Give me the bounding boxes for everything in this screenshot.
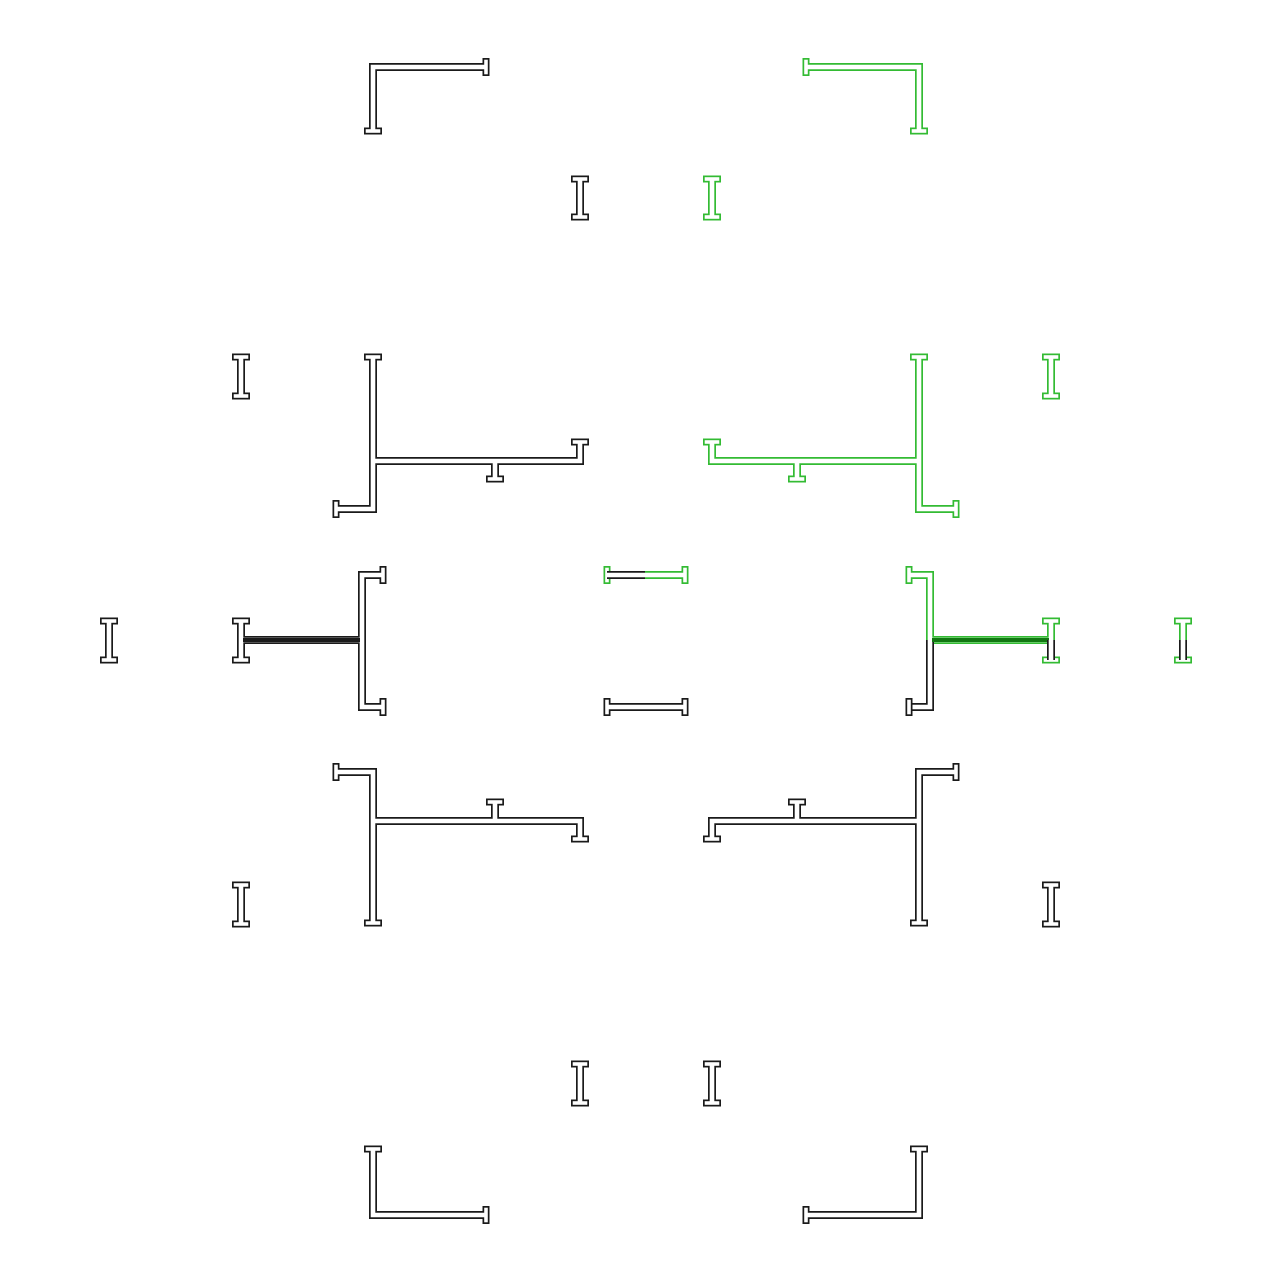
bracket-mid-right [905,566,1060,716]
corner-top-left-wall-0 [369,63,486,131]
tee-lower-left [332,763,589,927]
tee-lower-right [703,763,960,927]
tee-upper-right-wall-core-1 [709,442,919,464]
ibeam-bottom-left [571,1060,589,1107]
corner-bottom-right-wall-core-0 [806,1149,922,1218]
link-mid-top [603,566,689,584]
tee-upper-right-wall-core-0 [916,357,956,512]
corner-bottom-right [802,1145,928,1224]
ibeam-mid-edge-left [100,617,118,664]
bracket-mid-right-dark-leg [909,640,934,711]
tee-lower-right-wall-1 [708,817,919,839]
pieces-layer [100,58,1192,1224]
tee-upper-left-wall-0 [336,357,377,513]
tee-lower-left-wall-0 [336,768,377,923]
ibeam-top-left [571,175,589,221]
tee-upper-left-wall-core-0 [336,357,376,512]
tee-lower-left-wall-core-0 [336,769,376,923]
tee-lower-right-wall-core-1 [709,818,919,839]
corner-top-right-wall-core-0 [806,64,922,131]
corner-top-right-wall-0 [806,63,923,131]
ibeam-lower-far-left [232,881,250,928]
tee-upper-left-wall-core-1 [373,442,583,464]
ibeam-mid-edge-right [1174,617,1192,664]
tee-upper-left-wall-1 [373,442,584,465]
bracket-mid-left [232,566,387,716]
corner-bottom-left-wall-0 [369,1149,486,1219]
ibeam-bottom-right [703,1060,721,1107]
corner-top-left-wall-core-0 [370,64,486,131]
ibeam-upper-far-left [232,353,250,400]
link-mid-bottom [603,698,689,716]
ibeam-upper-far-right [1042,353,1060,400]
tee-lower-right-wall-core-0 [916,769,956,923]
ibeam-lower-far-right [1042,881,1060,928]
corner-bottom-right-wall-0 [806,1149,923,1219]
tee-lower-left-wall-1 [373,817,584,839]
tee-lower-right-wall-0 [915,768,956,923]
tee-upper-left [332,353,589,518]
tee-upper-right-wall-0 [915,357,956,513]
tee-upper-right-wall-1 [708,442,919,465]
corner-bottom-left-wall-core-0 [370,1149,486,1218]
tee-lower-left-wall-core-1 [373,818,583,839]
corner-top-left [364,58,490,135]
ibeam-top-right [703,175,721,221]
corner-top-right [802,58,928,135]
bracket-mid-right-dark-leg-core [909,640,933,710]
bracket-mid-left-wall-0 [358,571,383,711]
tee-upper-right [703,353,960,518]
corner-bottom-left [364,1145,490,1224]
